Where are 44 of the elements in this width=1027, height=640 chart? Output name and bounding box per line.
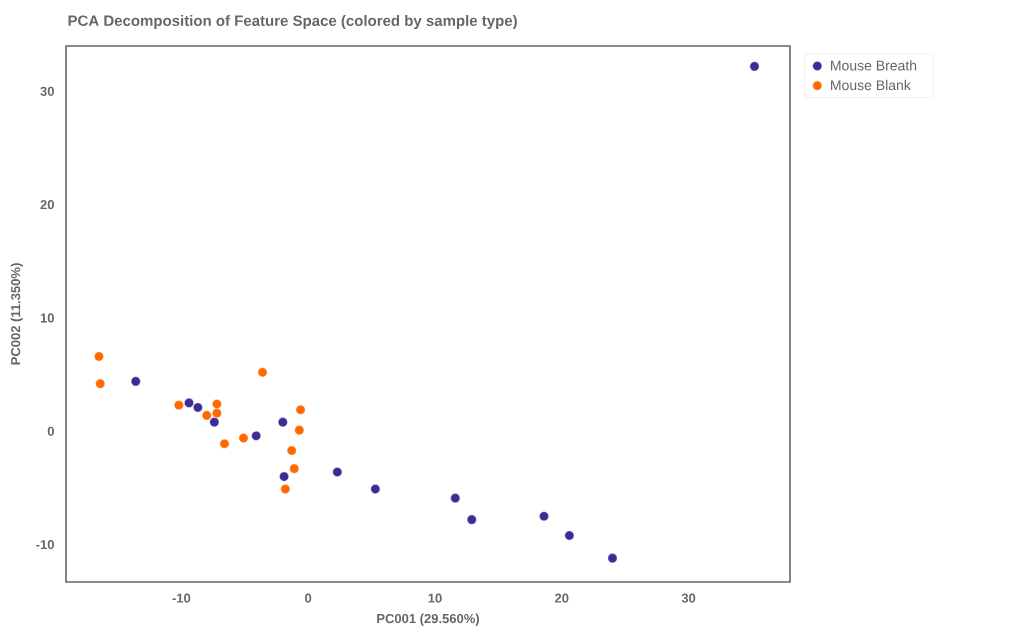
point (564, 530, 575, 541)
point (219, 438, 230, 449)
y-tick-label: 30 (40, 86, 54, 96)
point (94, 351, 104, 362)
point (450, 493, 461, 503)
point (209, 417, 220, 428)
y-axis-title: PC002 (11.350%) (10, 263, 23, 365)
chart-title: PCA Decomposition of Feature Space (colored by sample type) (68, 15, 517, 29)
y-tick-label: 0 (47, 426, 54, 436)
point (332, 467, 343, 477)
point (212, 408, 222, 418)
point (370, 484, 381, 494)
x-tick-label: 20 (555, 593, 569, 603)
point (749, 61, 760, 72)
point (95, 378, 106, 389)
point (289, 463, 300, 474)
y-tick-label: 10 (40, 313, 54, 323)
point (294, 425, 305, 435)
point (607, 553, 618, 563)
point (539, 511, 549, 522)
legend-label: Mouse Breath (831, 60, 917, 71)
x-tick-label: 30 (681, 593, 696, 603)
point (286, 445, 297, 456)
point (280, 484, 291, 494)
point (279, 471, 289, 482)
x-tick-label: 10 (428, 593, 442, 603)
point (295, 404, 306, 415)
point (212, 399, 222, 409)
point (130, 376, 141, 387)
point (238, 433, 249, 443)
point (278, 417, 288, 428)
x-tick-label: 0 (305, 593, 312, 603)
point (466, 514, 477, 525)
point (174, 400, 184, 411)
point (257, 367, 268, 378)
point (193, 402, 203, 413)
y-tick-label: 20 (40, 200, 54, 210)
x-tick-label: -10 (172, 593, 191, 603)
point (184, 398, 194, 408)
y-tick-label: -10 (36, 540, 54, 550)
point (251, 431, 261, 441)
point (201, 410, 212, 421)
legend-label: Mouse Blank (831, 79, 911, 91)
x-axis-title: PC001 (29.560%) (377, 613, 479, 626)
